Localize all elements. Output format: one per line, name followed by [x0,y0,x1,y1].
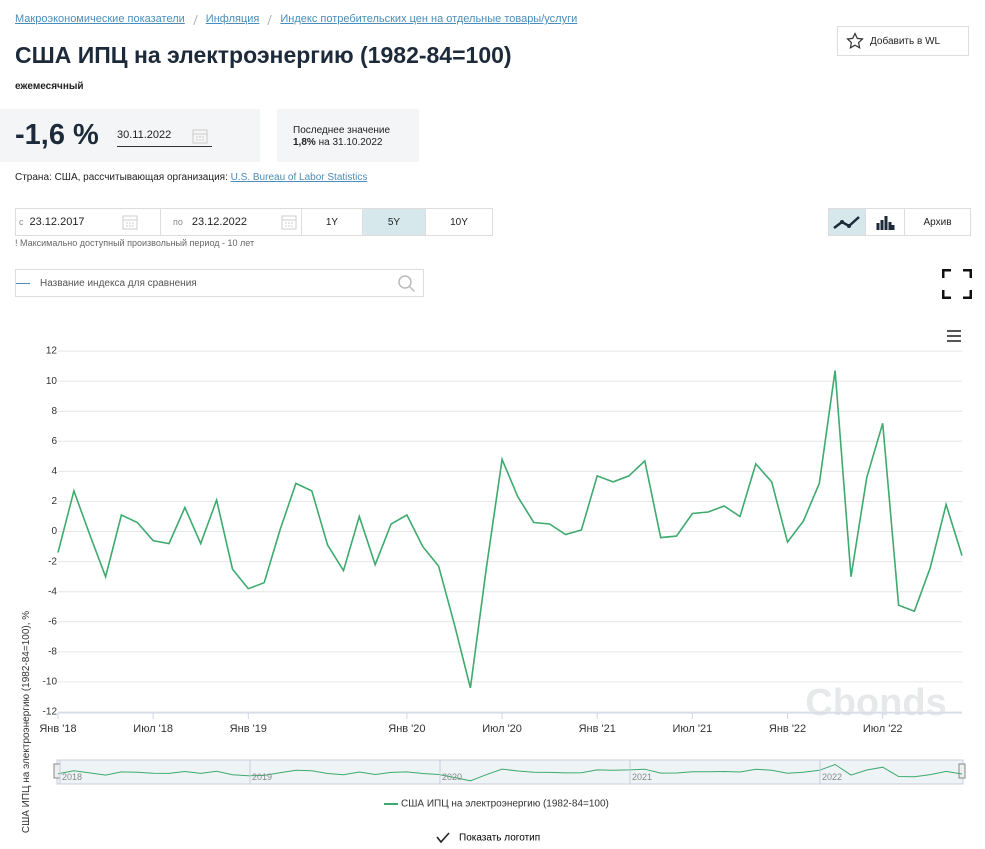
check-icon[interactable] [436,832,450,844]
x-tick-label: Июл '18 [133,723,173,735]
navigator-label: 2019 [252,772,272,782]
period-note: ! Максимально доступный произвольный пер… [15,238,255,248]
fullscreen-icon[interactable] [942,269,972,299]
watermark: Cbonds [805,682,946,724]
x-tick-label: Июл '21 [673,723,713,735]
from-date: 23.12.2017 [29,216,85,228]
add-watchlist-label: Добавить в WL [870,35,941,47]
compare-swatch [16,282,30,284]
navigator-label: 2021 [632,772,652,782]
current-value: -1,6 % [15,119,99,151]
chart: Cbonds США ИПЦ на электроэнергию (1982-8… [21,330,966,844]
search-icon [398,275,415,292]
x-tick-label: Янв '22 [769,723,806,735]
to-label: по [173,217,183,227]
line-chart-button[interactable] [828,208,866,236]
add-watchlist-button[interactable]: Добавить в WL [837,26,969,56]
compare-placeholder: Название индекса для сравнения [40,277,197,289]
calendar-icon [122,215,138,230]
x-tick-label: Июл '22 [863,723,903,735]
last-value-date: на 31.10.2022 [318,137,383,148]
y-tick-label: -8 [48,646,57,657]
date-from[interactable]: с 23.12.2017 [15,208,161,236]
menu-icon[interactable] [947,330,961,332]
y-tick-label: -4 [48,586,57,597]
bar-chart-button[interactable] [865,208,905,236]
period-button[interactable]: 5Y [362,208,426,236]
y-tick-label: 8 [51,406,57,417]
x-tick-label: Янв '19 [230,723,267,735]
last-value-label: Последнее значение [293,125,391,136]
frequency: ежемесячный [15,81,84,92]
compare-input[interactable]: Название индекса для сравнения [15,269,424,297]
y-tick-label: 0 [51,526,57,537]
calendar-icon[interactable] [192,128,208,144]
source-prefix: Страна: США, рассчитывающая организация: [15,172,228,183]
breadcrumbs: Макроэкономические показатели Инфляция И… [15,13,577,25]
archive-button[interactable]: Архив [904,208,971,236]
x-tick-label: Июл '20 [482,723,522,735]
calendar-icon [281,215,297,230]
page-title: США ИПЦ на электроэнергию (1982-84=100) [15,42,512,68]
to-date: 23.12.2022 [191,216,247,228]
y-tick-label: -12 [43,707,58,718]
legend-label: США ИПЦ на электроэнергию (1982-84=100) [401,799,609,810]
x-tick-label: Янв '21 [579,723,616,735]
menu-icon [947,335,961,337]
breadcrumb[interactable]: Инфляция [205,13,260,25]
star-icon [846,32,864,49]
x-tick-label: Янв '18 [39,723,76,735]
line-icon [833,216,860,229]
y-tick-label: 2 [51,496,57,507]
y-tick-label: -10 [43,677,58,688]
menu-icon [947,340,961,342]
breadcrumb[interactable]: Макроэкономические показатели [15,13,185,25]
y-tick-label: 10 [46,376,58,387]
bar-icon [876,216,895,230]
y-tick-label: -2 [48,556,57,567]
y-tick-label: -6 [48,616,57,627]
breadcrumb[interactable]: Индекс потребительских цен на отдельные … [280,13,578,25]
current-date[interactable]: 30.11.2022 [117,129,212,147]
last-value: 1,8% [293,137,316,148]
navigator-label: 2022 [822,772,842,782]
period-button[interactable]: 10Y [425,208,493,236]
navigator-handle[interactable] [958,763,966,779]
show-logo-label[interactable]: Показать логотип [459,833,540,844]
date-to[interactable]: по 23.12.2022 [160,208,302,236]
navigator-handle[interactable] [53,763,61,779]
x-tick-label: Янв '20 [388,723,425,735]
y-tick-label: 12 [46,346,58,357]
current-value-box [0,109,260,162]
navigator-label: 2020 [442,772,462,782]
last-value-line: 1,8% на 31.10.2022 [293,137,383,148]
y-tick-label: 4 [51,466,57,477]
period-button[interactable]: 1Y [301,208,363,236]
y-axis-label: США ИПЦ на электроэнергию (1982-84=100),… [21,611,32,833]
navigator-label: 2018 [62,772,82,782]
data-line [57,370,963,689]
y-tick-label: 6 [51,436,57,447]
source-link[interactable]: U.S. Bureau of Labor Statistics [230,172,368,183]
navigator-line [57,763,963,782]
last-value-box: Последнее значение 1,8% на 31.10.2022 [277,109,419,162]
source: Страна: США, рассчитывающая организация:… [15,172,367,183]
from-label: с [19,217,24,227]
